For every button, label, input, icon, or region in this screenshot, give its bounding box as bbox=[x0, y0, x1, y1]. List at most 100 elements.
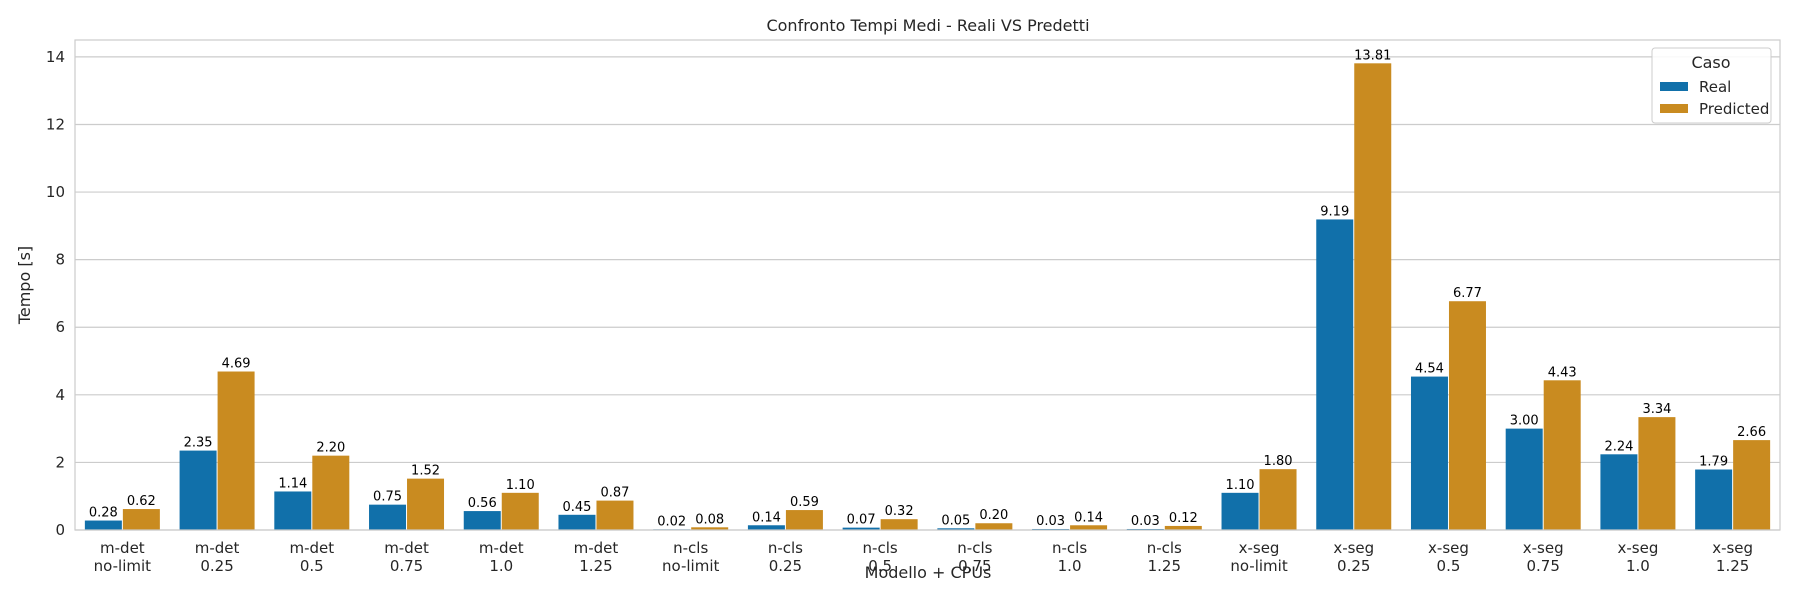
x-tick-label: m-det 1.0 bbox=[479, 539, 524, 575]
x-tick-label: x-seg 0.25 bbox=[1333, 539, 1374, 575]
bar-real bbox=[1695, 469, 1733, 530]
bar-real bbox=[1316, 219, 1354, 530]
x-tick-label: n-cls no-limit bbox=[662, 539, 719, 575]
legend-swatch-real bbox=[1660, 82, 1688, 91]
data-label-real: 0.45 bbox=[562, 500, 591, 515]
data-label-real: 0.75 bbox=[373, 490, 402, 505]
bar-predicted bbox=[975, 523, 1013, 530]
y-tick-label: 8 bbox=[55, 251, 65, 269]
bar-predicted bbox=[1543, 380, 1581, 530]
bar-predicted bbox=[1259, 469, 1297, 530]
data-label-real: 0.14 bbox=[752, 510, 781, 525]
x-tick-label: n-cls 0.75 bbox=[957, 539, 992, 575]
data-label-predicted: 1.10 bbox=[506, 478, 535, 493]
plot-frame bbox=[74, 39, 1781, 531]
data-label-predicted: 1.80 bbox=[1264, 454, 1293, 469]
chart-title: Confronto Tempi Medi - Reali VS Predetti bbox=[766, 16, 1089, 35]
data-label-predicted: 3.34 bbox=[1642, 402, 1671, 417]
data-label-real: 0.02 bbox=[657, 514, 686, 529]
bar-predicted bbox=[691, 527, 729, 530]
x-tick-label: x-seg no-limit bbox=[1230, 539, 1287, 575]
bar-real bbox=[463, 511, 501, 530]
bar-predicted bbox=[122, 509, 160, 530]
bar-real bbox=[369, 504, 407, 530]
y-tick-label: 6 bbox=[55, 318, 65, 336]
legend: Caso Real Predicted bbox=[1651, 47, 1772, 124]
bar-real bbox=[747, 525, 785, 530]
data-label-real: 9.19 bbox=[1320, 204, 1349, 219]
bar-predicted bbox=[312, 455, 350, 530]
bar-real bbox=[179, 450, 217, 530]
bar-real bbox=[1221, 492, 1259, 530]
bar-real bbox=[1410, 376, 1448, 530]
bar-predicted bbox=[1164, 525, 1202, 530]
data-label-real: 4.54 bbox=[1415, 362, 1444, 377]
y-tick-label: 10 bbox=[46, 183, 65, 201]
data-label-predicted: 1.52 bbox=[411, 464, 440, 479]
bar-predicted bbox=[1070, 525, 1108, 530]
y-tick-label: 14 bbox=[46, 48, 65, 66]
data-label-real: 1.10 bbox=[1226, 478, 1255, 493]
x-axis-title: Modello + CPUs bbox=[865, 563, 992, 582]
data-label-real: 2.35 bbox=[184, 436, 213, 451]
x-tick-label: n-cls 0.5 bbox=[863, 539, 898, 575]
data-label-predicted: 0.62 bbox=[127, 494, 156, 509]
x-tick-label: n-cls 1.25 bbox=[1147, 539, 1182, 575]
bar-real bbox=[1505, 428, 1543, 530]
data-labels: 0.28 0.62 2.35 4.69 1.14 2.20 0.75 1.52 0.56 1.10… bbox=[89, 48, 1766, 529]
data-label-real: 2.24 bbox=[1604, 439, 1633, 454]
bar-predicted bbox=[1733, 440, 1771, 530]
bar-predicted bbox=[785, 510, 823, 530]
x-tick-label: x-seg 0.5 bbox=[1428, 539, 1469, 575]
grid-lines bbox=[75, 56, 1780, 531]
data-label-predicted: 2.66 bbox=[1737, 425, 1766, 440]
data-label-real: 0.05 bbox=[941, 513, 970, 528]
bar-predicted bbox=[1448, 301, 1486, 530]
bar-predicted bbox=[1354, 63, 1392, 531]
data-label-predicted: 0.08 bbox=[695, 512, 724, 527]
bar-real bbox=[937, 528, 975, 530]
x-tick-label: n-cls 1.0 bbox=[1052, 539, 1087, 575]
bar-real bbox=[84, 520, 122, 530]
legend-label-predicted: Predicted bbox=[1699, 100, 1769, 118]
bar-real bbox=[274, 491, 312, 530]
bar-real bbox=[558, 514, 596, 530]
bars bbox=[84, 63, 1771, 531]
data-label-real: 0.07 bbox=[847, 513, 876, 528]
x-tick-label: m-det 0.5 bbox=[289, 539, 334, 575]
x-tick-label: n-cls 0.25 bbox=[768, 539, 803, 575]
bar-predicted bbox=[880, 519, 918, 530]
bar-predicted bbox=[407, 478, 445, 530]
x-tick-label: x-seg 1.0 bbox=[1617, 539, 1658, 575]
data-label-predicted: 0.32 bbox=[885, 504, 914, 519]
x-tick-label: x-seg 1.25 bbox=[1712, 539, 1753, 575]
x-tick-label: m-det 1.25 bbox=[574, 539, 619, 575]
data-label-predicted: 0.59 bbox=[790, 495, 819, 510]
data-label-predicted: 2.20 bbox=[316, 441, 345, 456]
data-label-real: 0.03 bbox=[1036, 514, 1065, 529]
data-label-predicted: 0.12 bbox=[1169, 511, 1198, 526]
bar-real bbox=[1600, 454, 1638, 530]
x-tick-labels: m-det no-limit m-det 0.25 m-det 0.5 m-det 0.75 m… bbox=[94, 539, 1753, 575]
data-label-real: 3.00 bbox=[1510, 414, 1539, 429]
legend-label-real: Real bbox=[1699, 78, 1731, 96]
bar-real bbox=[842, 527, 880, 530]
y-tick-label: 2 bbox=[55, 453, 65, 471]
x-tick-label: m-det 0.75 bbox=[384, 539, 429, 575]
data-label-predicted: 0.14 bbox=[1074, 510, 1103, 525]
data-label-predicted: 0.20 bbox=[979, 508, 1008, 523]
data-label-predicted: 13.81 bbox=[1354, 48, 1391, 63]
legend-swatch-predicted bbox=[1660, 104, 1688, 113]
x-tick-label: x-seg 0.75 bbox=[1523, 539, 1564, 575]
legend-title: Caso bbox=[1691, 53, 1730, 72]
data-label-real: 0.28 bbox=[89, 506, 118, 521]
data-label-real: 1.14 bbox=[278, 476, 307, 491]
data-label-real: 1.79 bbox=[1699, 455, 1728, 470]
bar-predicted bbox=[501, 492, 539, 530]
y-tick-labels: 0 2 4 6 8 10 12 14 bbox=[46, 48, 65, 539]
data-label-real: 0.56 bbox=[468, 496, 497, 511]
data-label-real: 0.03 bbox=[1131, 514, 1160, 529]
x-tick-label: m-det 0.25 bbox=[195, 539, 240, 575]
